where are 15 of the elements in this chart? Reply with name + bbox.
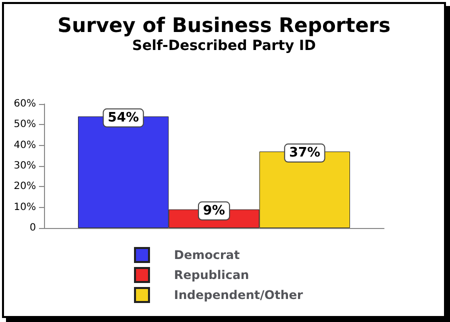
- chart-subtitle: Self-Described Party ID: [132, 38, 316, 54]
- y-tick-label: 50%: [14, 119, 36, 130]
- data-label: 9%: [202, 203, 226, 218]
- chart-title: Survey of Business Reporters: [57, 13, 391, 37]
- y-tick-label: 10%: [14, 202, 36, 213]
- y-tick-label: 0: [30, 222, 36, 234]
- y-tick-label: 30%: [14, 160, 36, 172]
- legend-label: Independent/Other: [174, 288, 304, 302]
- y-tick-label: 60%: [14, 98, 36, 110]
- data-label: 37%: [289, 146, 320, 161]
- y-tick-label: 20%: [14, 181, 36, 192]
- data-label: 54%: [108, 110, 139, 126]
- legend-label: Republican: [174, 268, 250, 282]
- legend-label: Democrat: [174, 248, 240, 262]
- y-tick-label: 40%: [14, 140, 36, 151]
